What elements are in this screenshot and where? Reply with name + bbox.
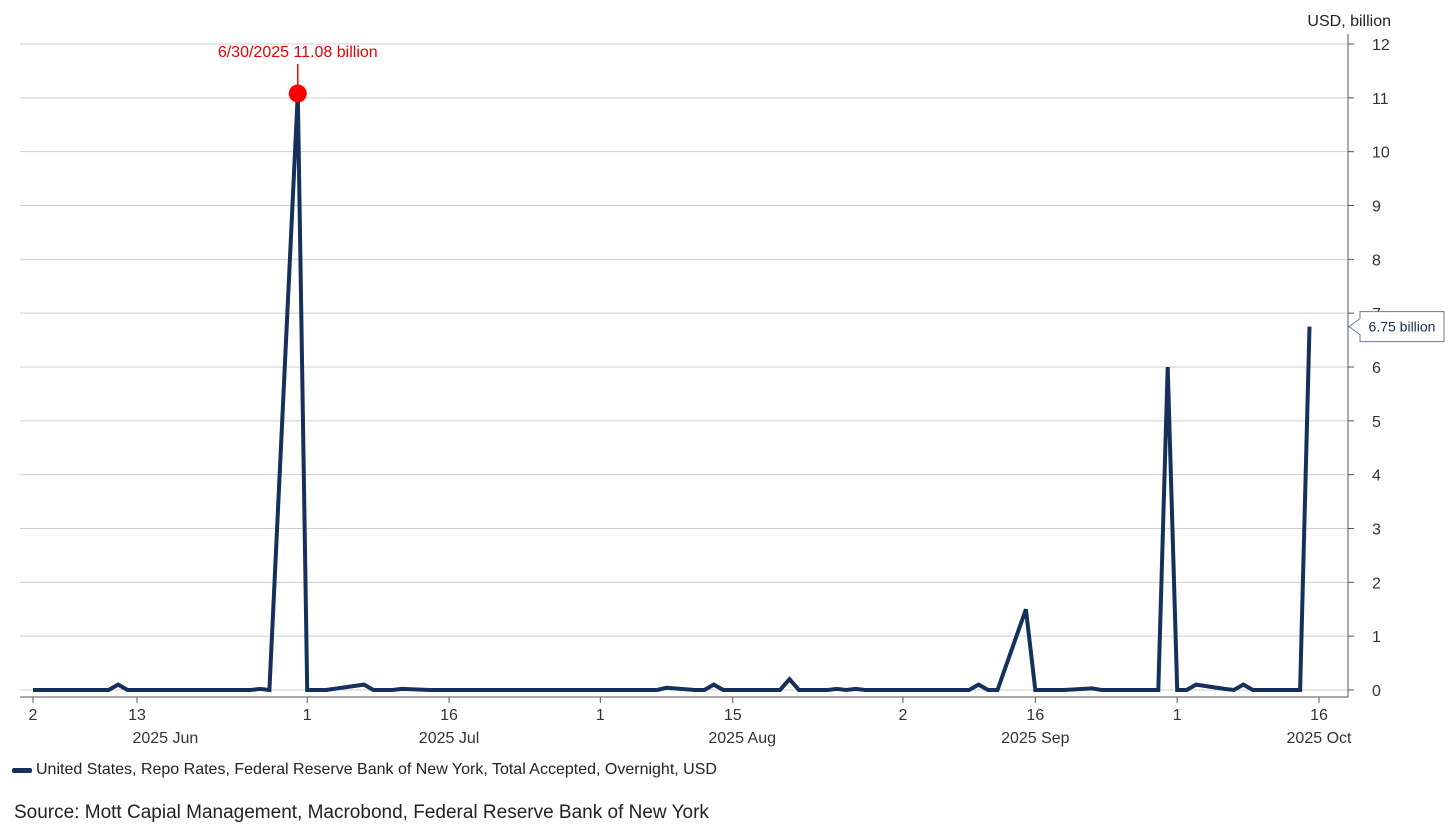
source-note: Source: Mott Capial Management, Macrobon… xyxy=(14,802,709,823)
x-tick-label: 2 xyxy=(29,707,38,724)
y-tick-label: 10 xyxy=(1372,145,1390,162)
y-tick-label: 11 xyxy=(1372,91,1389,108)
last-value-label: 6.75 billion xyxy=(1369,319,1436,335)
x-tick-label: 16 xyxy=(1026,707,1044,724)
legend-swatch xyxy=(12,767,32,773)
peak-label: 6/30/2025 11.08 billion xyxy=(218,44,378,61)
x-month-label: 2025 Sep xyxy=(1001,730,1070,747)
x-tick-label: 16 xyxy=(440,707,458,724)
peak-marker xyxy=(288,84,307,103)
repo-chart: 0123456789101112USD, billion213116115216… xyxy=(20,13,1445,747)
x-month-label: 2025 Jun xyxy=(132,730,198,747)
x-tick-label: 15 xyxy=(724,707,742,724)
x-month-label: 2025 Oct xyxy=(1287,730,1352,747)
y-tick-label: 9 xyxy=(1372,199,1381,216)
y-tick-label: 6 xyxy=(1372,360,1381,377)
x-tick-label: 1 xyxy=(1173,707,1182,724)
x-tick-label: 16 xyxy=(1310,707,1328,724)
y-tick-label: 0 xyxy=(1372,683,1381,700)
legend-label: United States, Repo Rates, Federal Reser… xyxy=(36,761,717,778)
chart-area: 0123456789101112USD, billion213116115216… xyxy=(20,13,1445,747)
x-tick-label: 2 xyxy=(898,707,907,724)
y-tick-label: 12 xyxy=(1372,37,1390,54)
x-month-label: 2025 Jul xyxy=(419,730,480,747)
x-tick-label: 13 xyxy=(128,707,146,724)
y-tick-label: 1 xyxy=(1372,629,1381,646)
series-line xyxy=(33,93,1312,693)
y-tick-label: 3 xyxy=(1372,522,1381,539)
last-value-box xyxy=(1348,311,1445,343)
y-tick-label: 2 xyxy=(1372,575,1381,592)
legend: United States, Repo Rates, Federal Reser… xyxy=(12,759,717,781)
x-month-label: 2025 Aug xyxy=(708,730,776,747)
y-unit-label: USD, billion xyxy=(1307,13,1391,30)
x-tick-label: 1 xyxy=(303,707,312,724)
y-tick-label: 8 xyxy=(1372,252,1381,269)
y-tick-label: 5 xyxy=(1372,414,1381,431)
y-tick-label: 4 xyxy=(1372,468,1381,485)
x-tick-label: 1 xyxy=(596,707,605,724)
